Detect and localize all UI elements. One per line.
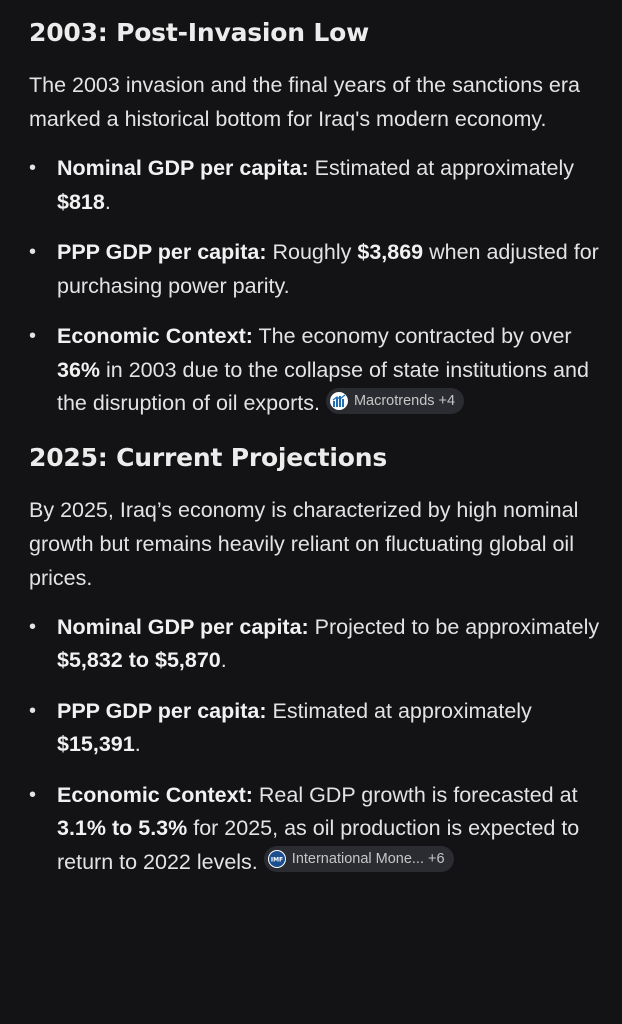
point-text-end: . [134, 732, 141, 756]
bullet-list: • Nominal GDP per capita: Estimated at a… [29, 152, 602, 421]
source-count: +4 [438, 393, 456, 409]
point-text-end: in 2003 due to the collapse of state ins… [57, 357, 589, 416]
list-item: • Nominal GDP per capita: Projected to b… [29, 611, 602, 678]
point-value: $15,391 [57, 732, 135, 756]
response-content: 2003: Post-Invasion Low The 2003 invasio… [29, 14, 602, 880]
point-label: PPP GDP per capita: [57, 698, 267, 723]
point-value: 36% [57, 357, 101, 382]
point-label: Nominal GDP per capita: [57, 156, 309, 180]
list-item: • Economic Context: The economy contract… [29, 320, 602, 421]
point-label: Economic Context: [57, 324, 253, 348]
point-label: Economic Context: [57, 782, 253, 807]
point-text: Projected to be approximately [308, 614, 600, 639]
point-text-end: for 2025, as oil production is expected … [57, 816, 580, 874]
bullet-list: • Nominal GDP per capita: Projected to b… [29, 611, 602, 880]
section-2025: 2025: Current Projections By 2025, Iraq’… [29, 439, 602, 880]
list-item: • Economic Context: Real GDP growth is f… [29, 779, 602, 880]
section-intro: The 2003 invasion and the final years of… [29, 73, 580, 131]
bullet-icon: • [29, 783, 37, 806]
source-name: Macrotrends [353, 393, 435, 409]
bullet-icon: • [29, 325, 37, 347]
point-text: The economy contracted by over [252, 324, 572, 348]
section-2003: 2003: Post-Invasion Low The 2003 invasio… [29, 14, 602, 421]
point-label: Nominal GDP per capita: [57, 614, 309, 639]
list-item: • PPP GDP per capita: Roughly $3,869 whe… [29, 236, 602, 303]
source-name: International Mone... [291, 850, 424, 867]
point-text-end: when adjusted for purchasing power parit… [57, 240, 599, 298]
section-title: 2003: Post-Invasion Low [29, 18, 369, 47]
point-text: Real GDP growth is forecasted at [252, 782, 578, 807]
point-text-end: . [220, 648, 227, 672]
point-value: $3,869 [357, 240, 424, 264]
point-text: Roughly [266, 240, 358, 264]
list-item: • PPP GDP per capita: Estimated at appro… [29, 695, 602, 762]
section-title: 2025: Current Projections [29, 442, 388, 472]
list-item: • Nominal GDP per capita: Estimated at a… [29, 152, 602, 219]
point-text-end: . [104, 189, 111, 214]
bullet-icon: • [29, 615, 37, 638]
bullet-icon: • [29, 241, 37, 263]
bullet-icon: • [29, 157, 37, 179]
section-intro: By 2025, Iraq’s economy is characterized… [29, 497, 579, 590]
point-text: Estimated at approximately [308, 156, 574, 180]
point-label: PPP GDP per capita: [57, 240, 267, 264]
source-chip-macrotrends[interactable]: Macrotrends +4 [325, 388, 465, 414]
point-value: $818 [57, 189, 105, 214]
source-chip-imf[interactable]: IMF International Mone... +6 [263, 845, 454, 872]
source-count: +6 [428, 850, 445, 867]
imf-icon-text: IMF [271, 856, 283, 863]
imf-icon: IMF [267, 849, 286, 868]
macrotrends-icon [329, 392, 348, 410]
point-value: 3.1% to 5.3% [57, 816, 188, 840]
point-value: $5,832 to $5,870 [57, 648, 221, 672]
point-text: Estimated at approximately [266, 698, 532, 723]
bullet-icon: • [29, 699, 37, 722]
